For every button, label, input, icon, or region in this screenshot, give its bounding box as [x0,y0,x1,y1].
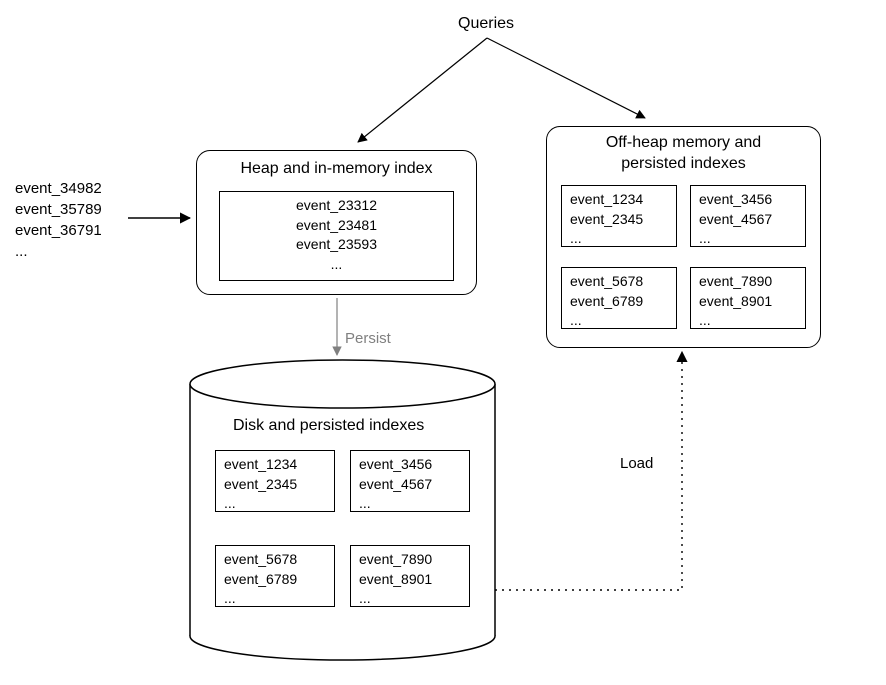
offheap-cell-3-text: event_7890 event_8901 ... [691,268,805,335]
offheap-cell-1-text: event_3456 event_4567 ... [691,186,805,253]
incoming-events: event_34982 event_35789 event_36791 ... [15,178,102,262]
load-label: Load [620,455,653,472]
disk-cell-2-text: event_5678 event_6789 ... [216,546,334,613]
disk-cell-0-text: event_1234 event_2345 ... [216,451,334,518]
queries-label: Queries [458,15,514,33]
offheap-cell-0: event_1234 event_2345 ... [561,185,677,247]
heap-title: Heap and in-memory index [197,159,476,180]
offheap-cell-1: event_3456 event_4567 ... [690,185,806,247]
offheap-cell-2-text: event_5678 event_6789 ... [562,268,676,335]
diagram-stage: Queries Heap and in-memory index event_2… [0,0,886,685]
offheap-cell-2: event_5678 event_6789 ... [561,267,677,329]
disk-cell-3-text: event_7890 event_8901 ... [351,546,469,613]
offheap-cell-3: event_7890 event_8901 ... [690,267,806,329]
heap-inner-box: event_23312 event_23481 event_23593 ... [219,191,454,281]
disk-cell-3: event_7890 event_8901 ... [350,545,470,607]
persist-label: Persist [345,330,391,347]
disk-title: Disk and persisted indexes [233,415,424,437]
disk-cell-1-text: event_3456 event_4567 ... [351,451,469,518]
offheap-cell-0-text: event_1234 event_2345 ... [562,186,676,253]
queries-text: Queries [458,15,514,32]
offheap-title: Off-heap memory and persisted indexes [547,133,820,175]
disk-cell-1: event_3456 event_4567 ... [350,450,470,512]
load-path [495,352,682,590]
disk-cell-0: event_1234 event_2345 ... [215,450,335,512]
disk-cell-2: event_5678 event_6789 ... [215,545,335,607]
heap-events: event_23312 event_23481 event_23593 ... [288,192,385,278]
